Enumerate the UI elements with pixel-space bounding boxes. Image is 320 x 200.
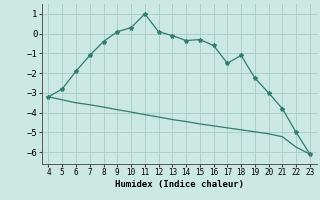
X-axis label: Humidex (Indice chaleur): Humidex (Indice chaleur) bbox=[115, 180, 244, 189]
